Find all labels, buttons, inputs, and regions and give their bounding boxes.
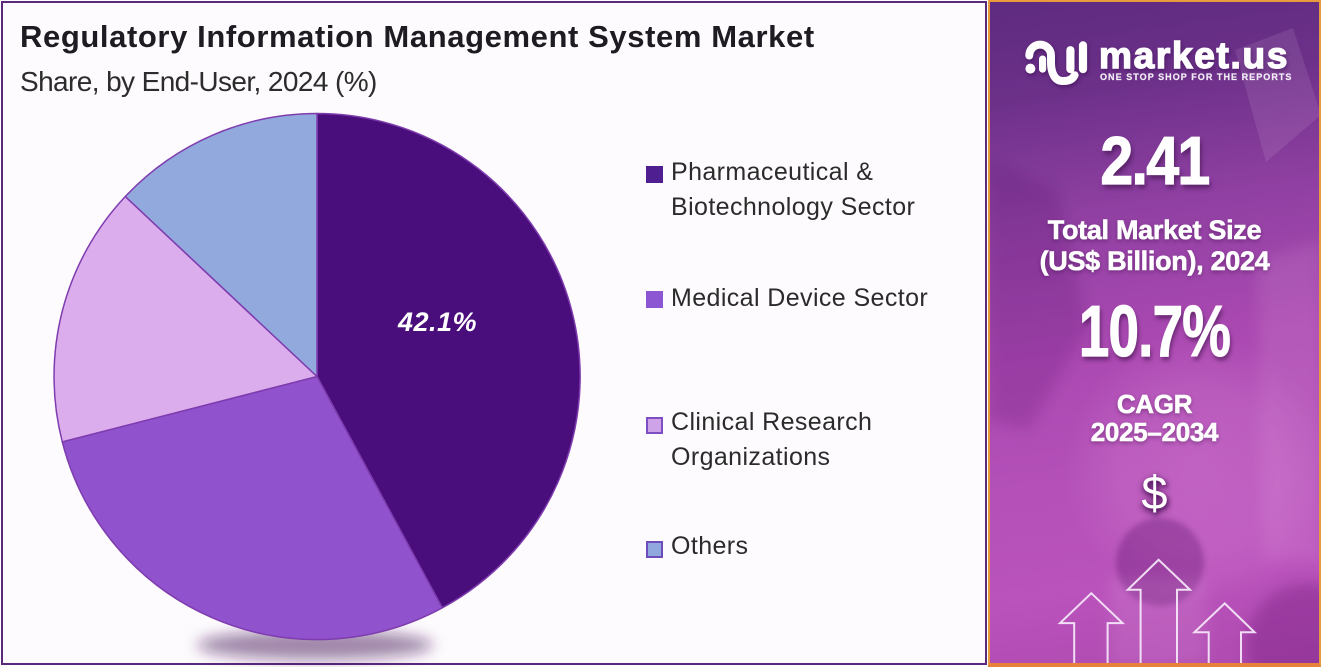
svg-text:market.us: market.us [1099, 35, 1289, 76]
svg-text:ONE STOP SHOP FOR THE REPORTS: ONE STOP SHOP FOR THE REPORTS [1100, 72, 1292, 82]
